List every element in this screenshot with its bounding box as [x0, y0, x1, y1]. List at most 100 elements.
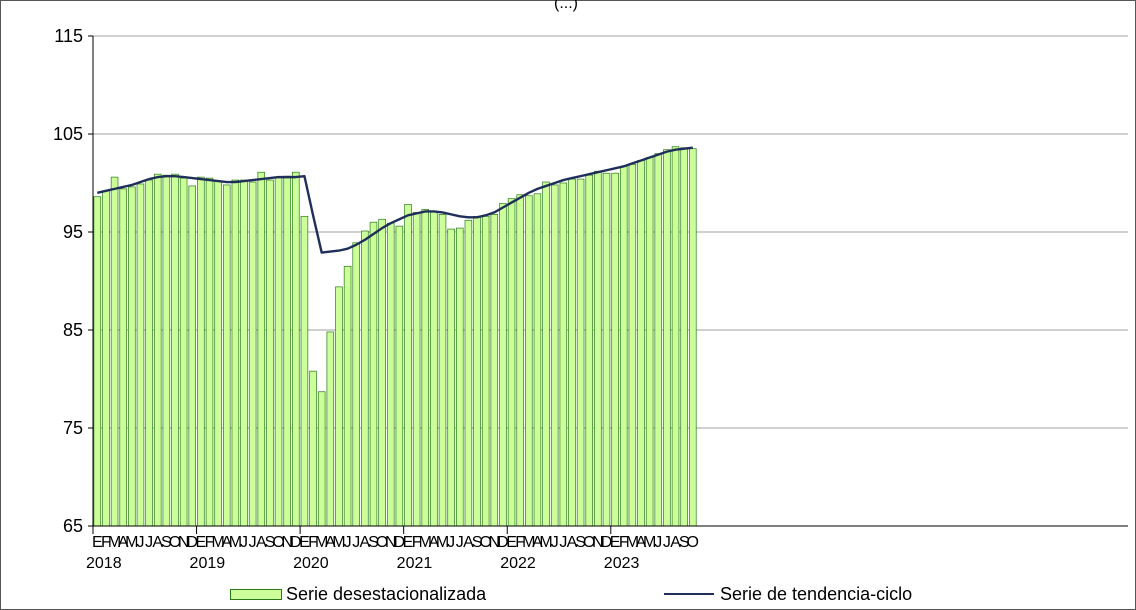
- x-month-label: O: [272, 534, 284, 551]
- x-month-label: S: [265, 534, 276, 551]
- x-month-label: O: [687, 534, 699, 551]
- x-month-label: S: [472, 534, 483, 551]
- x-month-label: M: [108, 534, 121, 551]
- x-month-label: O: [376, 534, 388, 551]
- bar: [481, 215, 490, 527]
- bar: [136, 183, 145, 527]
- bar: [663, 149, 671, 527]
- legend: Serie desestacionalizada Serie de tenden…: [0, 580, 1136, 608]
- bar: [240, 179, 248, 527]
- x-month-label: J: [456, 534, 464, 551]
- legend-bar-swatch: [230, 588, 282, 600]
- x-month-label: O: [169, 534, 181, 551]
- x-month-label: D: [394, 534, 406, 551]
- bar: [153, 173, 162, 527]
- x-month-label: F: [101, 534, 111, 551]
- bar: [119, 188, 127, 527]
- bar: [386, 222, 395, 527]
- bar: [438, 214, 447, 527]
- bar: [671, 146, 680, 527]
- y-tick-label: 95: [63, 222, 83, 242]
- bar-series: [93, 146, 697, 527]
- x-month-label: J: [352, 534, 360, 551]
- x-month-label: J: [559, 534, 567, 551]
- bar: [680, 147, 688, 527]
- y-tick-label: 85: [63, 320, 83, 340]
- bar: [550, 184, 559, 527]
- x-month-label: J: [447, 534, 455, 551]
- x-month-label: A: [636, 534, 647, 551]
- x-month-label: M: [522, 534, 535, 551]
- bar: [352, 242, 360, 527]
- bar: [378, 218, 386, 527]
- x-month-label: N: [385, 534, 397, 551]
- x-month-label: E: [92, 534, 103, 551]
- x-month-label: F: [412, 534, 422, 551]
- x-month-label: D: [290, 534, 302, 551]
- x-month-label: A: [325, 534, 336, 551]
- x-month-label: M: [419, 534, 432, 551]
- bar: [326, 331, 335, 527]
- bar: [102, 190, 110, 527]
- bar: [533, 193, 542, 527]
- x-month-label: M: [211, 534, 224, 551]
- x-month-label: M: [315, 534, 328, 551]
- bar: [231, 179, 240, 527]
- bar: [128, 186, 136, 527]
- x-month-label: J: [136, 534, 144, 551]
- x-month-label: M: [436, 534, 449, 551]
- bar: [361, 230, 369, 527]
- bar: [430, 211, 438, 527]
- bar: [507, 198, 516, 527]
- x-month-label: D: [497, 534, 509, 551]
- bar: [619, 165, 628, 527]
- x-year-label: 2020: [293, 555, 329, 572]
- x-month-label: J: [249, 534, 257, 551]
- x-month-label: A: [463, 534, 474, 551]
- x-month-label: E: [610, 534, 621, 551]
- x-month-label: E: [196, 534, 207, 551]
- x-month-label: A: [532, 534, 543, 551]
- bar: [110, 176, 119, 527]
- x-year-label: 2021: [397, 555, 433, 572]
- bar: [602, 172, 611, 527]
- x-month-label: M: [125, 534, 138, 551]
- x-month-label: F: [619, 534, 629, 551]
- bar: [317, 391, 326, 527]
- bar: [395, 225, 404, 527]
- bar: [576, 178, 585, 527]
- bar: [645, 157, 654, 527]
- bar: [292, 171, 300, 527]
- bar: [568, 178, 576, 527]
- x-month-label: J: [551, 534, 559, 551]
- bar: [412, 212, 421, 527]
- x-month-label: M: [539, 534, 552, 551]
- x-month-label: S: [679, 534, 690, 551]
- bar: [637, 160, 645, 527]
- bar: [594, 170, 602, 527]
- x-month-label: F: [515, 534, 525, 551]
- legend-item-seasonally-adjusted: Serie desestacionalizada: [230, 580, 486, 608]
- x-month-label: A: [118, 534, 129, 551]
- x-month-label: F: [308, 534, 318, 551]
- x-month-label: F: [205, 534, 215, 551]
- bar: [266, 179, 274, 527]
- bar: [274, 176, 283, 527]
- bar: [93, 196, 102, 527]
- x-year-label: 2019: [190, 555, 226, 572]
- x-month-label: S: [575, 534, 586, 551]
- bar: [464, 219, 473, 527]
- x-month-label: E: [299, 534, 310, 551]
- x-month-label: A: [567, 534, 578, 551]
- bar: [611, 172, 619, 527]
- bar: [456, 227, 464, 527]
- x-month-label: O: [583, 534, 595, 551]
- bar: [490, 214, 499, 527]
- legend-line-swatch: [664, 593, 714, 595]
- trend-line-series: [97, 146, 693, 254]
- bar: [525, 195, 533, 527]
- bar: [447, 228, 455, 527]
- x-month-label: M: [332, 534, 345, 551]
